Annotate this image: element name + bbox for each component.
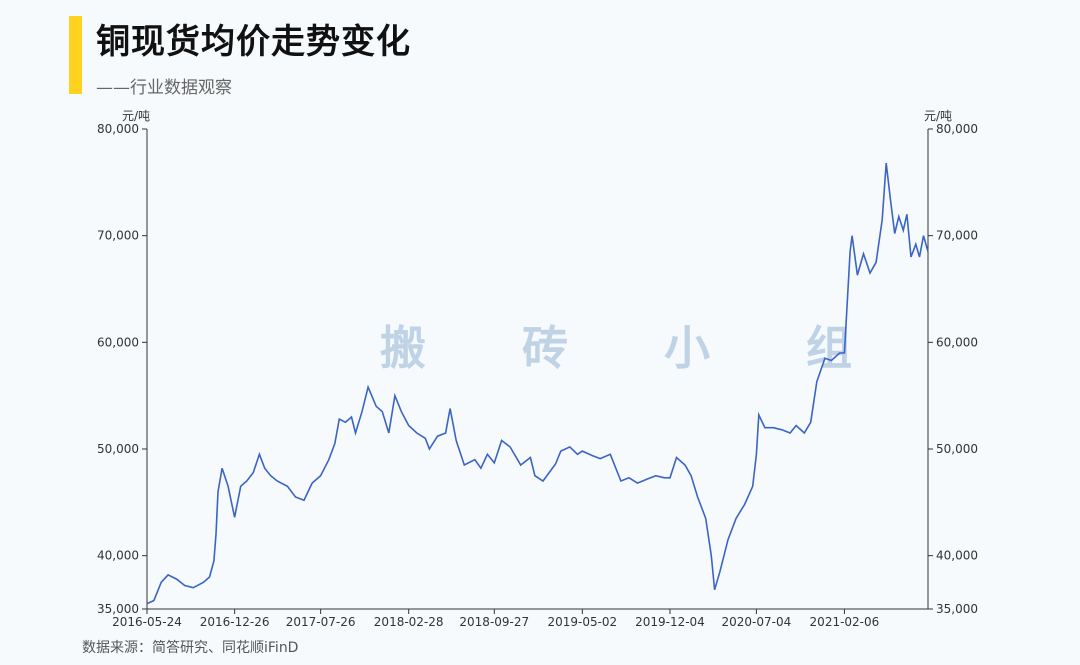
axes [142,128,933,614]
y-tick-label-right: 50,000 [936,442,978,456]
y-tick-label-right: 60,000 [936,335,978,349]
source-note: 数据来源：简答研究、同花顺iFinD [82,640,299,656]
series-line [146,163,929,605]
y-tick-label-right: 40,000 [936,549,978,563]
x-tick-label: 2019-05-02 [547,615,617,629]
y-tick-label-left: 50,000 [97,442,139,456]
x-tick-label: 2018-02-28 [374,615,444,629]
x-tick-label: 2017-07-26 [286,615,356,629]
page-title: 铜现货均价走势变化 [96,22,411,62]
y-tick-label-right: 35,000 [936,602,978,616]
watermark: 搬 砖 小 组 [380,321,893,375]
tick-labels: 35,000 35,000 40,000 40,000 50,000 50,000 60,0… [97,122,978,629]
y-tick-label-left: 40,000 [97,549,139,563]
title-accent-bar [69,16,82,94]
y-tick-label-right: 80,000 [936,122,978,136]
y-tick-label-right: 70,000 [936,229,978,243]
y-tick-label-left: 70,000 [97,229,139,243]
page-subtitle: ——行业数据观察 [96,78,232,98]
y-tick-label-left: 35,000 [97,602,139,616]
y-tick-label-left: 80,000 [97,122,139,136]
x-tick-label: 2016-12-26 [200,615,270,629]
x-tick-label: 2019-12-04 [635,615,705,629]
y-axis-unit-left: 元/吨 [122,109,150,123]
y-axis-unit-right: 元/吨 [924,109,952,123]
x-tick-label: 2018-09-27 [459,615,529,629]
x-tick-label: 2016-05-24 [112,615,182,629]
y-tick-label-left: 60,000 [97,335,139,349]
x-tick-label: 2020-07-04 [722,615,792,629]
x-tick-label: 2021-02-06 [810,615,880,629]
